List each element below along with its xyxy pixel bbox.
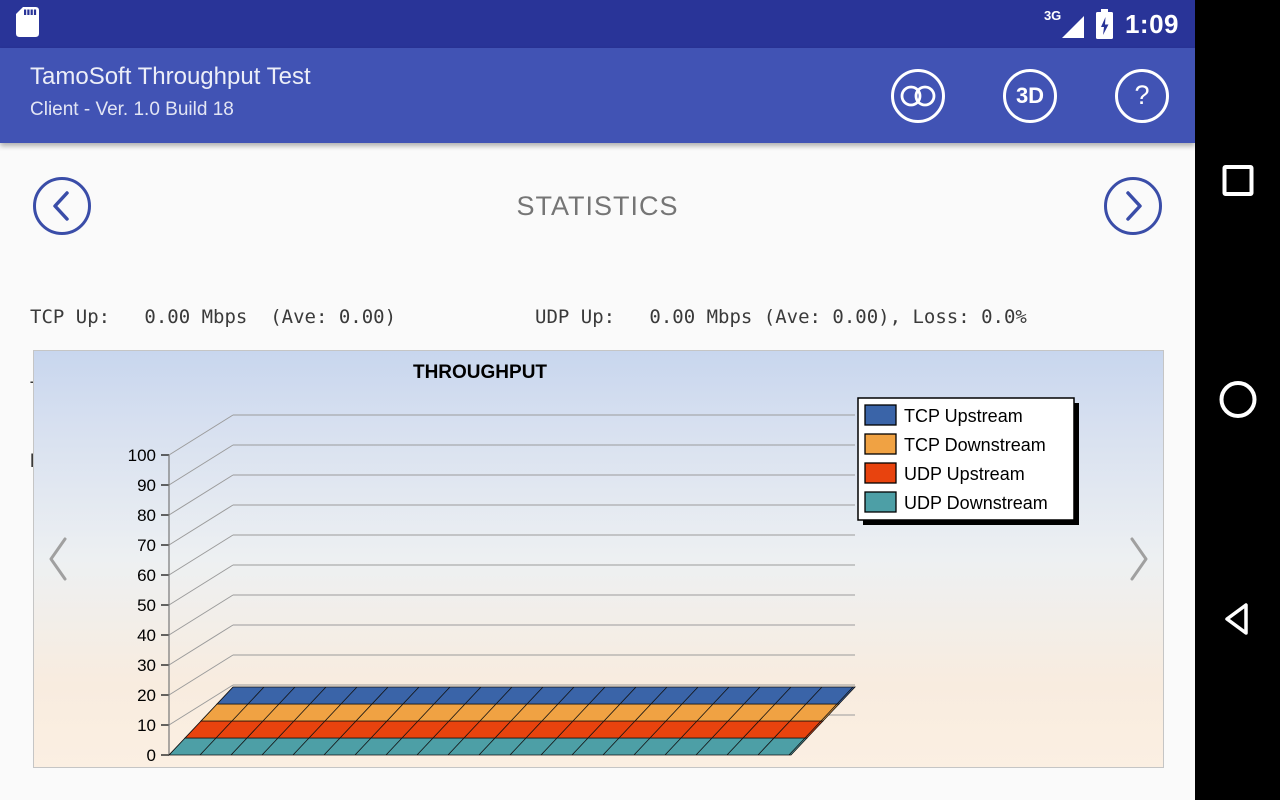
- svg-text:50: 50: [137, 596, 156, 615]
- network-type-label: 3G: [1043, 8, 1062, 23]
- 3d-view-label: 3D: [1015, 82, 1045, 108]
- svg-text:90: 90: [137, 476, 156, 495]
- svg-text:30: 30: [137, 656, 156, 675]
- app-window: 3G 1:09 TamoSoft Throughput Test Client …: [0, 0, 1195, 800]
- chevron-left-icon: [49, 537, 67, 581]
- status-bar-right: 3G 1:09: [1044, 8, 1179, 40]
- connect-button[interactable]: [891, 68, 945, 123]
- stat-tcp-up: TCP Up: 0.00 Mbps (Ave: 0.00): [30, 306, 397, 328]
- svg-text:TCP Downstream: TCP Downstream: [904, 435, 1046, 455]
- chevron-right-icon: [1126, 191, 1142, 221]
- app-bar-actions: 3D ?: [891, 68, 1169, 123]
- 3d-view-button[interactable]: 3D: [1003, 68, 1057, 123]
- throughput-chart-canvas: 0 10 20 30 40 50 60 70 80 90 100 THROUGHPUT TCP Upst…: [128, 362, 1079, 765]
- prev-page-button[interactable]: [33, 177, 91, 235]
- svg-text:UDP Upstream: UDP Upstream: [904, 464, 1025, 484]
- signal-3g-icon: 3G: [1044, 8, 1084, 40]
- home-circle-icon: [1219, 381, 1256, 418]
- svg-text:10: 10: [137, 716, 156, 735]
- svg-text:20: 20: [137, 686, 156, 705]
- chevron-left-icon: [53, 191, 69, 221]
- app-bar: TamoSoft Throughput Test Client - Ver. 1…: [0, 48, 1195, 143]
- back-triangle-icon: [1224, 603, 1248, 635]
- svg-text:60: 60: [137, 566, 156, 585]
- chevron-right-icon: [1130, 537, 1148, 581]
- app-bar-titles: TamoSoft Throughput Test Client - Ver. 1…: [30, 63, 311, 121]
- chart-scroll-right-button[interactable]: [1129, 537, 1149, 586]
- link-icon: [900, 85, 936, 106]
- svg-text:THROUGHPUT: THROUGHPUT: [413, 362, 547, 383]
- svg-text:0: 0: [147, 746, 156, 765]
- svg-text:70: 70: [137, 536, 156, 555]
- app-subtitle: Client - Ver. 1.0 Build 18: [30, 99, 234, 120]
- chart-scroll-left-button[interactable]: [48, 537, 68, 586]
- svg-text:40: 40: [137, 626, 156, 645]
- next-page-button[interactable]: [1104, 177, 1162, 235]
- clock-label: 1:09: [1124, 8, 1179, 39]
- page-title: STATISTICS: [516, 191, 679, 221]
- sd-card-icon: [16, 6, 39, 42]
- battery-charging-icon: [1095, 9, 1113, 39]
- svg-text:TCP Upstream: TCP Upstream: [904, 406, 1023, 426]
- home-button[interactable]: [1219, 381, 1256, 418]
- svg-text:80: 80: [137, 506, 156, 525]
- throughput-chart: 0 10 20 30 40 50 60 70 80 90 100 THROUGHPUT TCP Upst…: [33, 350, 1164, 768]
- stat-udp-up: UDP Up: 0.00 Mbps (Ave: 0.00), Loss: 0.0…: [535, 306, 1027, 328]
- help-button[interactable]: ?: [1115, 68, 1169, 123]
- back-button[interactable]: [1222, 602, 1254, 641]
- signal-triangle-icon: [1061, 16, 1084, 38]
- svg-text:100: 100: [128, 446, 156, 465]
- help-label: ?: [1134, 80, 1150, 110]
- android-nav-bar: [1195, 0, 1280, 800]
- status-bar: 3G 1:09: [0, 0, 1195, 48]
- recents-button[interactable]: [1222, 165, 1253, 196]
- svg-text:UDP Downstream: UDP Downstream: [904, 493, 1048, 513]
- recents-square-icon: [1222, 165, 1253, 196]
- app-title: TamoSoft Throughput Test: [30, 63, 311, 90]
